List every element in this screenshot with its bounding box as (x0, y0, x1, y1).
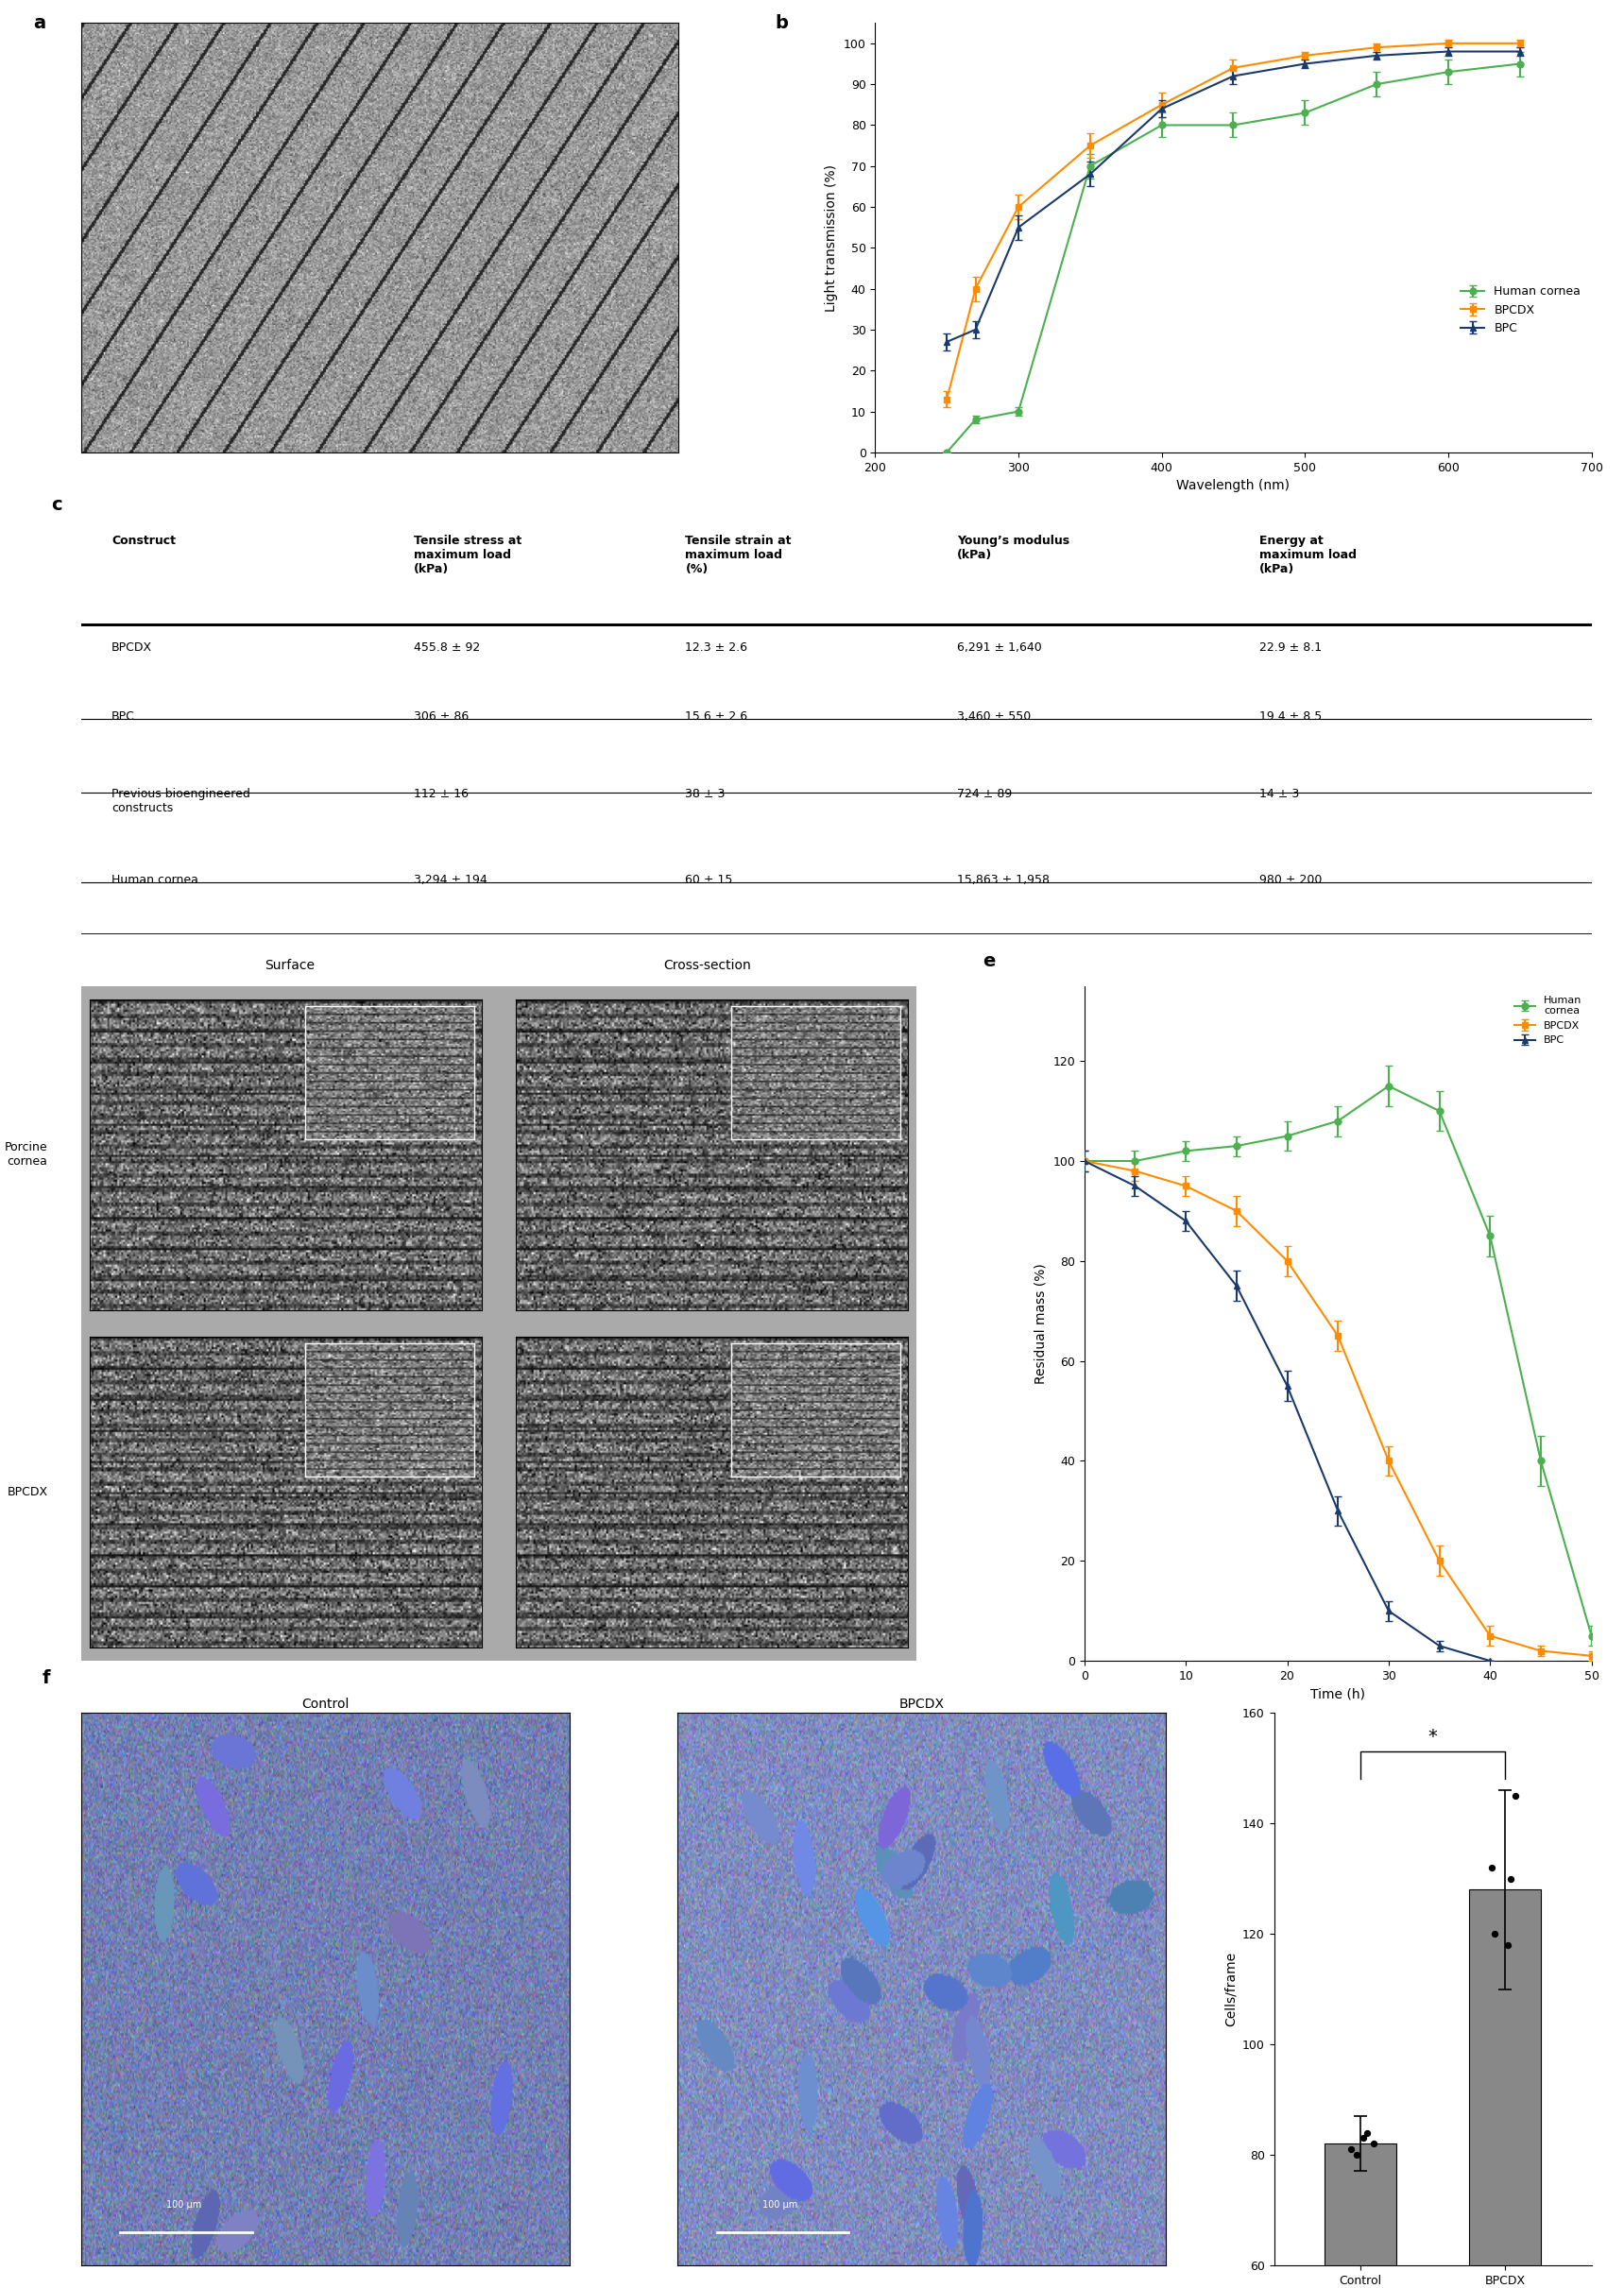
X-axis label: Wavelength (nm): Wavelength (nm) (1177, 478, 1289, 492)
Text: Previous bioengineered
constructs: Previous bioengineered constructs (112, 787, 250, 815)
Text: Porcine
cornea: Porcine cornea (5, 1142, 47, 1167)
Text: 455.8 ± 92: 455.8 ± 92 (414, 643, 479, 654)
Point (1361, 2126, 1387, 2162)
Text: c: c (50, 496, 62, 515)
Point (1479, 1849, 1505, 1885)
Text: Young’s modulus
(kPa): Young’s modulus (kPa) (957, 535, 1070, 561)
Point (1502, 1778, 1528, 1814)
Text: 3,460 ± 550: 3,460 ± 550 (957, 712, 1031, 723)
Y-axis label: Light transmission (%): Light transmission (%) (825, 165, 838, 311)
Text: Surface: Surface (265, 959, 315, 972)
Text: 724 ± 89: 724 ± 89 (957, 787, 1012, 801)
Text: BPCDX: BPCDX (6, 1485, 47, 1499)
Text: BPCDX: BPCDX (112, 643, 153, 654)
Text: 6,291 ± 1,640: 6,291 ± 1,640 (957, 643, 1043, 654)
Text: 100 μm: 100 μm (166, 2201, 201, 2210)
Point (1351, 2119, 1377, 2155)
Point (1483, 1915, 1509, 1952)
Point (1338, 2130, 1364, 2167)
Bar (1325, 2144, 1397, 2288)
Text: Human cornea: Human cornea (112, 874, 198, 885)
Bar (1468, 1890, 1541, 2288)
Title: Control: Control (302, 1698, 349, 1711)
Text: a: a (34, 14, 45, 32)
Point (1494, 1926, 1520, 1963)
Title: BPCDX: BPCDX (900, 1698, 945, 1711)
Text: Tensile stress at
maximum load
(kPa): Tensile stress at maximum load (kPa) (414, 535, 521, 574)
Point (1354, 2114, 1380, 2151)
Point (1345, 2137, 1371, 2174)
Text: 12.3 ± 2.6: 12.3 ± 2.6 (685, 643, 747, 654)
Text: Construct: Construct (112, 535, 175, 547)
Text: Cross-section: Cross-section (664, 959, 752, 972)
Text: 14 ± 3: 14 ± 3 (1259, 787, 1299, 801)
Text: 60 ± 15: 60 ± 15 (685, 874, 732, 885)
Text: Tensile strain at
maximum load
(%): Tensile strain at maximum load (%) (685, 535, 791, 574)
Point (1497, 1860, 1523, 1897)
Text: *: * (1427, 1727, 1437, 1746)
Text: 15.6 ± 2.6: 15.6 ± 2.6 (685, 712, 747, 723)
Text: 38 ± 3: 38 ± 3 (685, 787, 726, 801)
Text: 15,863 ± 1,958: 15,863 ± 1,958 (957, 874, 1049, 885)
Text: b: b (775, 14, 788, 32)
Text: e: e (983, 952, 996, 970)
Text: f: f (42, 1668, 50, 1686)
Text: Energy at
maximum load
(kPa): Energy at maximum load (kPa) (1259, 535, 1356, 574)
Text: 980 ± 200: 980 ± 200 (1259, 874, 1322, 885)
Legend: Human cornea, BPCDX, BPC: Human cornea, BPCDX, BPC (1457, 281, 1585, 339)
Text: 22.9 ± 8.1: 22.9 ± 8.1 (1259, 643, 1322, 654)
Text: 306 ± 86: 306 ± 86 (414, 712, 468, 723)
Y-axis label: Residual mass (%): Residual mass (%) (1034, 1263, 1047, 1384)
Text: 3,294 ± 194: 3,294 ± 194 (414, 874, 487, 885)
Text: 112 ± 16: 112 ± 16 (414, 787, 468, 801)
Text: 19.4 ± 8.5: 19.4 ± 8.5 (1259, 712, 1322, 723)
Text: BPC: BPC (112, 712, 135, 723)
Legend: Human
cornea, BPCDX, BPC: Human cornea, BPCDX, BPC (1510, 991, 1587, 1050)
Text: 100 μm: 100 μm (763, 2201, 797, 2210)
X-axis label: Time (h): Time (h) (1311, 1689, 1366, 1700)
Y-axis label: Cells/frame: Cells/frame (1224, 1952, 1237, 2027)
